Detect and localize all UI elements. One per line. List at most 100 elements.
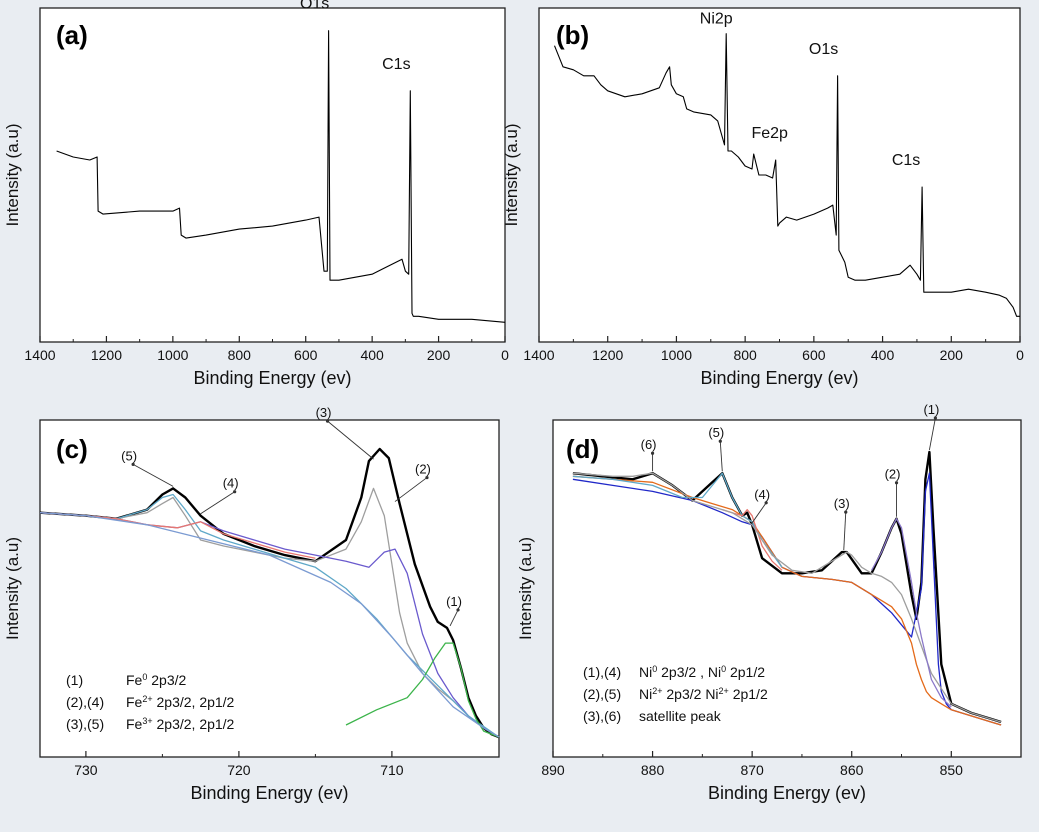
peak-arrow <box>751 502 767 524</box>
peak-label: O1s <box>300 0 329 13</box>
peak-label: (6) <box>641 437 657 452</box>
series-line-ni2-2-5- <box>572 475 1002 726</box>
legend-row-label: (3),(5) <box>66 716 104 732</box>
peak-arrow-head <box>131 462 135 467</box>
peak-label: (1) <box>446 594 462 609</box>
y-axis-label: Intensity (a.u) <box>3 537 22 640</box>
x-tick-label: 600 <box>802 347 826 363</box>
x-tick-label: 1200 <box>91 347 122 363</box>
legend-row-text: Fe0 2p3/2 <box>126 672 186 688</box>
legend-row-text: Fe2+ 2p3/2, 2p1/2 <box>126 694 235 710</box>
peak-label: (4) <box>223 476 239 491</box>
x-tick-label: 850 <box>940 762 964 778</box>
x-tick-label: 730 <box>74 762 98 778</box>
peak-arrow <box>132 464 174 487</box>
series-line-ni2-sat-5- <box>572 472 783 568</box>
peak-label: C1s <box>382 56 410 73</box>
x-tick-label: 880 <box>641 762 665 778</box>
series-line-fe3-3-5- <box>39 487 500 738</box>
x-tick-label: 800 <box>228 347 252 363</box>
x-tick-label: 1000 <box>157 347 188 363</box>
peak-label: Ni2p <box>700 11 733 28</box>
peak-arrow <box>200 491 235 515</box>
peak-label: (1) <box>923 402 939 417</box>
panel-label: (b) <box>556 20 589 50</box>
legend-row-label: (1),(4) <box>583 664 621 680</box>
chart-panel-2: 1400 1200 1000 800 600 400 200 0 Binding Energy … <box>502 7 1024 388</box>
x-tick-label: 1200 <box>592 347 623 363</box>
x-tick-label: 890 <box>541 762 565 778</box>
series-line-background <box>39 512 500 738</box>
peak-arrow <box>327 420 374 460</box>
legend-row-text: Fe3+ 2p3/2, 2p1/2 <box>126 716 235 732</box>
peak-arrow-head <box>325 419 330 423</box>
x-axis-label: Binding Energy (ev) <box>190 783 348 803</box>
panel-label: (c) <box>56 434 88 464</box>
series-line-survey <box>56 30 506 323</box>
peak-label: Fe2p <box>751 125 788 142</box>
x-tick-label: 0 <box>1016 347 1024 363</box>
legend-row-label: (2),(5) <box>583 686 621 702</box>
legend-row-text: Ni0 2p3/2 , Ni0 2p1/2 <box>639 664 765 680</box>
x-tick-label: 860 <box>840 762 864 778</box>
y-axis-label: Intensity (a.u) <box>502 124 521 227</box>
y-axis-label: Intensity (a.u) <box>3 124 22 227</box>
chart-panel-3: 730 720 710 Binding Energy (ev) Intensity (a… <box>3 405 500 803</box>
x-tick-label: 1400 <box>24 347 55 363</box>
peak-label: O1s <box>809 41 838 58</box>
legend-row-text: satellite peak <box>639 708 722 724</box>
peak-label: C1s <box>892 152 920 169</box>
y-axis-label: Intensity (a.u) <box>516 537 535 640</box>
peak-arrow <box>394 477 428 502</box>
x-tick-label: 720 <box>227 762 251 778</box>
peak-label: (3) <box>316 405 332 420</box>
series-line-fe0-1- <box>345 642 500 738</box>
x-tick-label: 200 <box>940 347 964 363</box>
x-tick-label: 400 <box>871 347 895 363</box>
peak-label: (2) <box>885 467 901 482</box>
legend-row-label: (3),(6) <box>583 708 621 724</box>
peak-arrow <box>719 441 723 472</box>
series-line--2-peak <box>871 518 952 708</box>
x-axis-label: Binding Energy (ev) <box>708 783 866 803</box>
chart-panel-4: 890 880 870 860 850 Binding Energy (ev) Intens… <box>516 402 1022 803</box>
peak-label: (4) <box>754 487 770 502</box>
peak-arrow-head <box>718 439 722 443</box>
x-tick-label: 400 <box>360 347 384 363</box>
legend-row-label: (2),(4) <box>66 694 104 710</box>
peak-arrow-head <box>456 608 460 612</box>
peak-arrow-head <box>844 510 848 514</box>
peak-arrow-head <box>233 490 237 494</box>
x-tick-label: 800 <box>733 347 757 363</box>
chart-panel-1: 1400 1200 1000 800 600 400 200 0 Binding Energy … <box>3 0 509 388</box>
peak-arrow-head <box>894 481 899 485</box>
peak-arrow-head <box>425 475 429 480</box>
plot-frame <box>538 7 1021 343</box>
peak-arrow-head <box>933 416 937 420</box>
x-axis-label: Binding Energy (ev) <box>700 368 858 388</box>
legend-row-label: (1) <box>66 672 83 688</box>
peak-label: (5) <box>708 425 724 440</box>
legend-row-text: Ni2+ 2p3/2 Ni2+ 2p1/2 <box>639 686 768 702</box>
peak-label: (2) <box>415 462 431 477</box>
x-tick-label: 0 <box>501 347 509 363</box>
peak-arrow <box>928 417 936 451</box>
x-tick-label: 200 <box>427 347 451 363</box>
peak-arrow-head <box>650 451 655 455</box>
peak-arrow <box>843 512 847 551</box>
panel-label: (d) <box>566 434 599 464</box>
peak-arrow <box>449 609 459 627</box>
peak-arrow-head <box>764 501 768 505</box>
x-tick-label: 1400 <box>523 347 554 363</box>
peak-label: (5) <box>121 448 137 463</box>
x-tick-label: 600 <box>294 347 318 363</box>
plot-frame <box>39 7 506 343</box>
series-line-fe2-2p1-2-4- <box>39 512 316 559</box>
panel-label: (a) <box>56 20 88 50</box>
series-line-survey <box>553 33 1020 317</box>
x-tick-label: 870 <box>740 762 764 778</box>
peak-label: (3) <box>834 496 850 511</box>
x-tick-label: 1000 <box>661 347 692 363</box>
series-line-satellite-3-6- <box>572 472 1002 723</box>
